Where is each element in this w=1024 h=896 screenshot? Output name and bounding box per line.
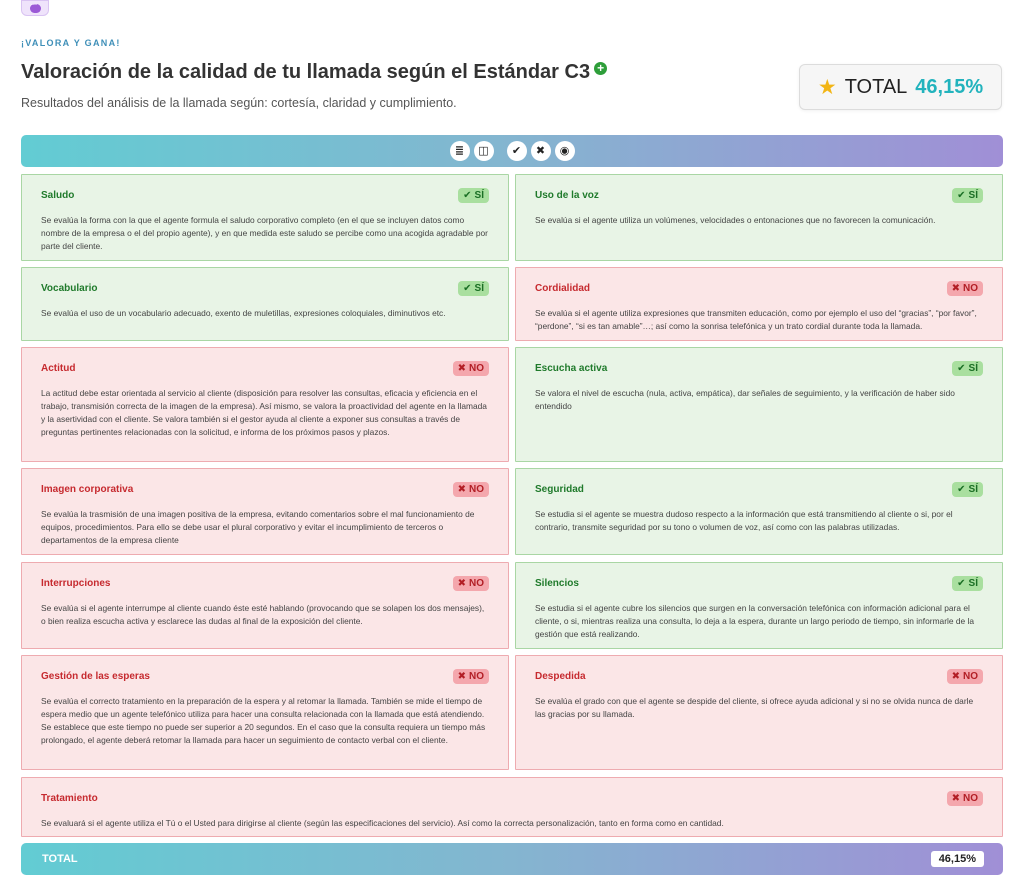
chat-icon[interactable] <box>21 0 49 16</box>
close-icon: ✖ <box>457 362 466 374</box>
criterion-description: Se valora el nivel de escucha (nula, act… <box>535 388 955 411</box>
kicker: ¡VALORA Y GANA! <box>21 38 121 48</box>
criterion-title: Interrupciones <box>41 577 111 589</box>
result-badge: ✖ NO <box>946 280 983 296</box>
add-circle-icon[interactable]: + <box>594 62 608 75</box>
criterion-title: Gestión de las esperas <box>41 670 150 682</box>
result-badge-label: SÍ <box>474 282 484 294</box>
criterion-description: Se evalúa el correcto tratamiento en la … <box>41 696 486 745</box>
criterion-card: Despedida ✖ NO Se evalúa el grado con que e… <box>515 655 1003 770</box>
result-badge: ✔ SÍ <box>458 187 489 203</box>
check-icon: ✔ <box>957 189 966 201</box>
footer-total-label: TOTAL <box>42 853 78 865</box>
result-badge-label: SÍ <box>968 577 978 589</box>
view-toolbar: ≣ ◫ ✔ ✖ ◉ <box>21 135 1003 167</box>
page-title: Valoración de la calidad de tu llamada s… <box>21 61 608 84</box>
criterion-title: Saludo <box>41 189 75 201</box>
close-icon: ✖ <box>457 483 466 495</box>
result-badge-label: NO <box>963 282 978 294</box>
criterion-description: Se estudia si el agente cubre los silenc… <box>535 603 975 639</box>
page-subtitle: Resultados del análisis de la llamada se… <box>21 96 457 110</box>
check-icon: ✔ <box>463 282 472 294</box>
check-icon[interactable]: ✔ <box>506 141 527 161</box>
criterion-card: Tratamiento ✖ NO Se evaluará si el agente u… <box>21 777 1003 837</box>
result-badge-label: NO <box>963 792 978 804</box>
result-badge: ✔ SÍ <box>952 187 983 203</box>
criterion-card: Silencios ✔ SÍ Se estudia si el agente cubr… <box>515 562 1003 649</box>
result-badge: ✖ NO <box>452 575 489 591</box>
close-icon: ✖ <box>951 792 960 804</box>
criterion-title: Cordialidad <box>535 282 591 294</box>
footer-total-value: 46,15% <box>930 851 984 867</box>
criterion-card: Vocabulario ✔ SÍ Se evalúa el uso de un voc… <box>21 267 509 341</box>
result-badge-label: SÍ <box>968 483 978 495</box>
criterion-description: Se evalúa el grado con que el agente se … <box>535 696 974 719</box>
criterion-title: Seguridad <box>535 483 584 495</box>
result-badge: ✖ NO <box>452 481 489 497</box>
total-score-card: ★ TOTAL 46,15% <box>799 64 1002 110</box>
result-badge: ✔ SÍ <box>458 280 489 296</box>
criterion-description: Se evalúa la trasmisión de una imagen po… <box>41 509 475 545</box>
total-footer: TOTAL 46,15% <box>21 843 1003 875</box>
check-icon: ✔ <box>957 577 966 589</box>
close-icon: ✖ <box>457 670 466 682</box>
close-icon: ✖ <box>951 670 960 682</box>
total-label: TOTAL <box>844 75 908 98</box>
result-badge-label: NO <box>963 670 978 682</box>
result-badge: ✖ NO <box>452 360 489 376</box>
criterion-card: Actitud ✖ NO La actitud debe estar orientad… <box>21 347 509 462</box>
criterion-description: Se evalúa la forma con la que el agente … <box>41 215 488 251</box>
check-icon: ✔ <box>957 483 966 495</box>
eye-icon[interactable]: ◉ <box>554 141 575 161</box>
columns-icon[interactable]: ◫ <box>473 141 494 161</box>
result-badge-label: NO <box>469 670 484 682</box>
criterion-card: Uso de la voz ✔ SÍ Se evalúa si el agente u… <box>515 174 1003 261</box>
result-badge-label: SÍ <box>968 362 978 374</box>
result-badge: ✔ SÍ <box>952 481 983 497</box>
criterion-card: Saludo ✔ SÍ Se evalúa la forma con la que e… <box>21 174 509 261</box>
result-badge-label: NO <box>469 362 484 374</box>
criterion-description: Se evaluará si el agente utiliza el Tú o… <box>41 818 724 828</box>
check-icon: ✔ <box>463 189 472 201</box>
criterion-title: Uso de la voz <box>535 189 599 201</box>
close-icon: ✖ <box>951 282 960 294</box>
total-value: 46,15% <box>915 75 984 98</box>
star-icon: ★ <box>817 75 837 99</box>
criterion-description: Se evalúa si el agente utiliza expresion… <box>535 308 977 331</box>
result-badge-label: NO <box>469 577 484 589</box>
criterion-card: Interrupciones ✖ NO Se evalúa si el agente … <box>21 562 509 649</box>
close-icon[interactable]: ✖ <box>530 141 551 161</box>
criterion-description: Se evalúa el uso de un vocabulario adecu… <box>41 308 446 318</box>
close-icon: ✖ <box>457 577 466 589</box>
list-icon[interactable]: ≣ <box>449 141 470 161</box>
criterion-card: Escucha activa ✔ SÍ Se valora el nivel de e… <box>515 347 1003 462</box>
criterion-description: Se estudia si el agente se muestra dudos… <box>535 509 953 532</box>
criterion-title: Tratamiento <box>41 792 98 804</box>
result-badge: ✔ SÍ <box>952 575 983 591</box>
result-badge: ✖ NO <box>452 668 489 684</box>
criterion-card: Cordialidad ✖ NO Se evalúa si el agente uti… <box>515 267 1003 341</box>
result-badge: ✖ NO <box>946 668 983 684</box>
result-badge: ✖ NO <box>946 790 983 806</box>
criterion-title: Vocabulario <box>41 282 98 294</box>
result-badge: ✔ SÍ <box>952 360 983 376</box>
criterion-title: Actitud <box>41 362 76 374</box>
criterion-title: Silencios <box>535 577 579 589</box>
criterion-title: Escucha activa <box>535 362 608 374</box>
result-badge-label: SÍ <box>474 189 484 201</box>
criterion-description: Se evalúa si el agente utiliza un volúme… <box>535 215 936 225</box>
result-badge-label: NO <box>469 483 484 495</box>
criterion-card: Gestión de las esperas ✖ NO Se evalúa el co… <box>21 655 509 770</box>
criterion-card: Imagen corporativa ✖ NO Se evalúa la trasmi… <box>21 468 509 555</box>
check-icon: ✔ <box>957 362 966 374</box>
criterion-card: Seguridad ✔ SÍ Se estudia si el agente se m… <box>515 468 1003 555</box>
result-badge-label: SÍ <box>968 189 978 201</box>
criterion-title: Despedida <box>535 670 586 682</box>
criterion-description: La actitud debe estar orientada al servi… <box>41 388 487 437</box>
criterion-title: Imagen corporativa <box>41 483 134 495</box>
criterion-description: Se evalúa si el agente interrumpe al cli… <box>41 603 485 626</box>
